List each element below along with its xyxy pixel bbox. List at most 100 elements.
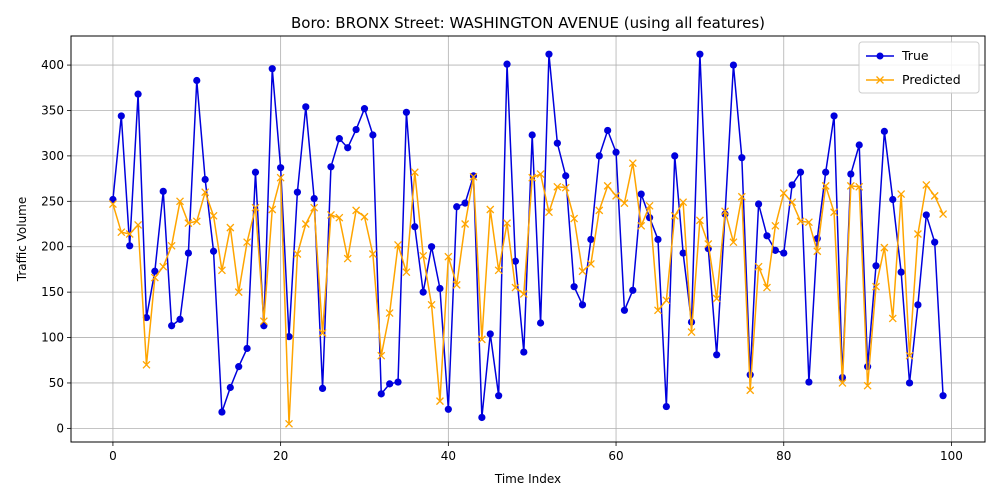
x-tick-label: 0 bbox=[109, 449, 117, 463]
data-point-true bbox=[427, 243, 436, 251]
data-point-predicted bbox=[209, 211, 218, 220]
data-point-true bbox=[327, 163, 335, 171]
data-point-predicted bbox=[192, 217, 201, 226]
x-tick-label: 100 bbox=[940, 449, 963, 463]
data-point-predicted bbox=[427, 300, 436, 309]
chart-title: Boro: BRONX Street: WASHINGTON AVENUE (u… bbox=[291, 14, 765, 32]
data-point-true bbox=[604, 126, 612, 135]
data-point-predicted bbox=[913, 230, 922, 238]
y-tick-label: 300 bbox=[41, 149, 64, 163]
data-point-true bbox=[763, 232, 771, 240]
data-point-true bbox=[545, 50, 553, 58]
series-predicted bbox=[108, 159, 948, 428]
data-point-true bbox=[251, 168, 260, 176]
data-point-true bbox=[335, 135, 343, 143]
data-point-predicted bbox=[645, 201, 654, 210]
data-point-true bbox=[914, 301, 922, 309]
data-point-predicted bbox=[712, 294, 721, 303]
legend-true-label: True bbox=[901, 48, 929, 63]
data-point-predicted bbox=[855, 182, 864, 191]
data-point-predicted bbox=[922, 180, 931, 189]
data-point-predicted bbox=[561, 183, 570, 192]
data-point-predicted bbox=[545, 208, 553, 217]
data-point-predicted bbox=[201, 188, 210, 197]
data-point-true bbox=[109, 195, 117, 204]
data-point-true bbox=[260, 322, 268, 330]
data-point-predicted bbox=[117, 228, 126, 237]
data-point-predicted bbox=[779, 189, 788, 198]
data-point-predicted bbox=[310, 203, 319, 212]
data-point-predicted bbox=[578, 267, 587, 276]
data-point-true bbox=[629, 286, 637, 294]
data-point-true bbox=[344, 144, 352, 152]
data-point-true bbox=[159, 187, 167, 195]
data-point-true bbox=[411, 223, 419, 231]
data-point-true bbox=[218, 408, 226, 416]
data-point-true bbox=[193, 76, 201, 85]
data-point-predicted bbox=[293, 250, 302, 258]
data-point-predicted bbox=[452, 280, 461, 289]
data-point-true bbox=[771, 246, 779, 254]
data-point-true bbox=[805, 378, 813, 386]
data-point-predicted bbox=[628, 159, 637, 168]
data-point-true bbox=[511, 257, 520, 265]
x-tick-label: 20 bbox=[273, 449, 288, 463]
axis-ticks: 0 20 40 60 80 100 0 50 100 150 200 250 300 350 400 bbox=[41, 58, 963, 463]
data-point-true bbox=[939, 392, 947, 400]
data-point-true bbox=[788, 181, 796, 189]
data-point-predicted bbox=[301, 220, 310, 228]
data-point-true bbox=[126, 242, 134, 250]
data-point-predicted bbox=[570, 214, 579, 223]
data-point-predicted bbox=[159, 262, 168, 271]
data-point-true bbox=[738, 154, 746, 162]
data-point-predicted bbox=[318, 329, 327, 337]
data-point-predicted bbox=[217, 266, 226, 275]
data-point-true bbox=[436, 284, 444, 293]
data-point-predicted bbox=[662, 296, 671, 305]
legend-item-true: True bbox=[866, 48, 929, 63]
data-point-predicted bbox=[444, 252, 453, 261]
legend-item-predicted: Predicted bbox=[866, 72, 961, 87]
data-point-predicted bbox=[477, 335, 486, 344]
x-tick-label: 60 bbox=[608, 449, 623, 463]
data-point-predicted bbox=[654, 306, 662, 315]
data-point-true bbox=[671, 152, 679, 160]
data-point-true bbox=[796, 168, 805, 176]
data-point-true bbox=[444, 405, 452, 413]
data-point-true bbox=[235, 363, 243, 371]
series-predicted-line bbox=[112, 162, 944, 425]
data-point-predicted bbox=[888, 314, 897, 323]
data-point-predicted bbox=[461, 220, 470, 228]
data-point-true bbox=[310, 194, 318, 203]
legend-true-marker bbox=[876, 52, 884, 60]
data-point-true bbox=[369, 131, 377, 139]
x-tick-label: 80 bbox=[776, 449, 791, 463]
data-point-true bbox=[495, 392, 503, 400]
y-axis-title: Traffic Volume bbox=[15, 197, 29, 283]
data-point-predicted bbox=[134, 220, 143, 229]
data-point-true bbox=[830, 112, 838, 120]
data-point-true bbox=[142, 313, 151, 322]
data-point-predicted bbox=[595, 206, 604, 215]
data-point-predicted bbox=[620, 199, 629, 208]
data-point-true bbox=[201, 175, 209, 184]
data-point-true bbox=[889, 195, 897, 204]
data-point-predicted bbox=[343, 254, 352, 263]
data-point-predicted bbox=[553, 182, 562, 191]
data-point-predicted bbox=[503, 219, 511, 228]
data-point-predicted bbox=[754, 262, 763, 271]
data-point-predicted bbox=[335, 213, 344, 222]
y-tick-label: 250 bbox=[41, 194, 64, 208]
data-point-predicted bbox=[637, 221, 646, 230]
data-point-predicted bbox=[108, 200, 117, 208]
data-point-true bbox=[461, 199, 469, 207]
data-point-true bbox=[293, 188, 302, 196]
data-point-predicted bbox=[251, 203, 260, 212]
data-point-true bbox=[620, 306, 629, 314]
data-point-true bbox=[931, 238, 939, 246]
data-point-predicted bbox=[176, 197, 184, 206]
data-point-true bbox=[134, 90, 142, 98]
data-point-true bbox=[528, 131, 536, 139]
data-point-predicted bbox=[234, 288, 243, 297]
data-point-true bbox=[151, 267, 159, 275]
